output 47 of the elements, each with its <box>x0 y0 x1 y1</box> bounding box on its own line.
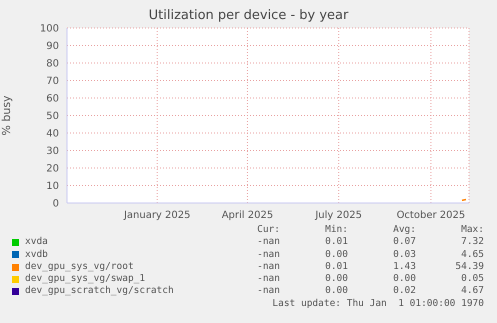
chart-title: Utilization per device - by year <box>148 8 350 23</box>
text: 1.43 <box>392 260 416 274</box>
text: 0.00 <box>324 285 348 298</box>
text: Cur: <box>256 224 280 236</box>
y-tick-label: 40 <box>46 128 59 140</box>
x-tick-label: October 2025 <box>396 210 466 222</box>
text: 0.02 <box>392 285 416 298</box>
y-tick-label: 20 <box>46 164 59 175</box>
legend-label: dev_gpu_scratch_vg/scratch <box>25 285 174 298</box>
text: 0.00 <box>324 273 348 286</box>
text: Last update: Thu Jan 1 01:00:00 1970 <box>271 298 484 310</box>
y-tick-label: 90 <box>46 41 59 52</box>
legend-label: dev_gpu_sys_vg/root <box>25 260 134 274</box>
text: 54.39 <box>454 260 484 274</box>
x-tick-label: January 2025 <box>122 210 190 222</box>
legend-label: xvda <box>25 236 48 249</box>
text: Avg: <box>392 224 416 236</box>
y-tick-label: 0 <box>52 198 59 210</box>
text: 4.65 <box>460 248 484 261</box>
y-tick-label: 30 <box>46 146 59 158</box>
x-tick-label: April 2025 <box>222 210 274 222</box>
text: 7.32 <box>460 236 484 249</box>
y-tick-label: 100 <box>40 24 59 35</box>
text: -nan <box>256 273 280 286</box>
text: 0.05 <box>460 273 484 286</box>
legend-label: xvdb <box>25 248 48 261</box>
y-tick-label: 80 <box>46 58 59 70</box>
text: 0.01 <box>324 260 348 274</box>
text: 0.07 <box>392 236 416 249</box>
text: -nan <box>256 236 280 249</box>
y-tick-label: 50 <box>46 111 59 122</box>
text: -nan <box>256 260 280 274</box>
text: 4.67 <box>460 285 484 298</box>
y-tick-label: 10 <box>46 181 59 192</box>
legend-label: dev_gpu_sys_vg/swap_1 <box>25 273 146 286</box>
y-tick-label: 70 <box>46 76 59 88</box>
x-tick-label: July 2025 <box>314 210 362 222</box>
y-axis-title: % busy <box>0 94 13 136</box>
text: Min: <box>324 224 348 236</box>
y-tick-label: 60 <box>46 94 59 105</box>
text: Max: <box>460 224 484 236</box>
text: 0.03 <box>392 248 416 261</box>
text: 0.00 <box>392 273 416 286</box>
text: -nan <box>256 285 280 298</box>
text: -nan <box>256 248 280 261</box>
text: 0.01 <box>324 236 348 249</box>
text: 0.00 <box>324 248 348 261</box>
